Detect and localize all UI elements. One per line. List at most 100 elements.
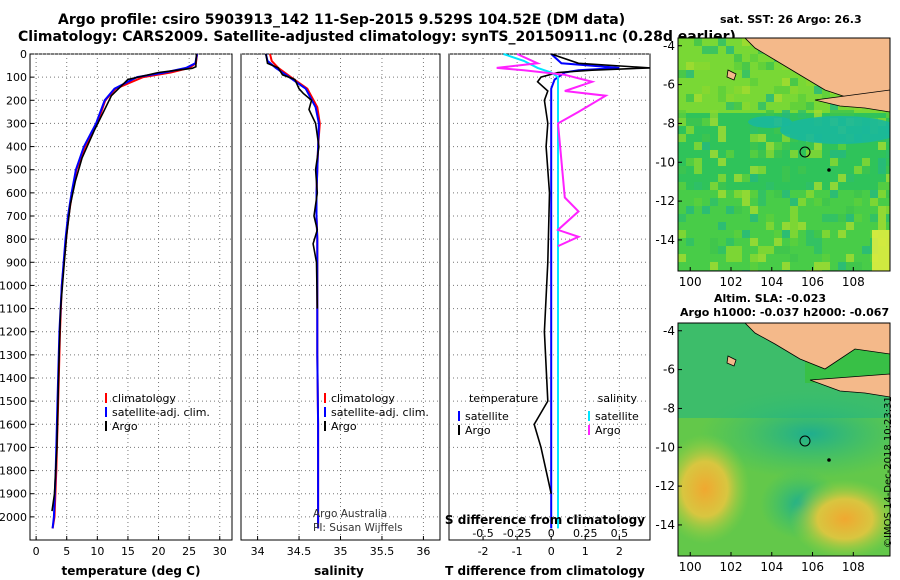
sst-cell: [758, 246, 766, 254]
sst-cell: [846, 254, 854, 262]
pi-label: PI: Susan Wijffels: [313, 522, 403, 534]
sst-cell: [750, 262, 758, 270]
sst-cell: [758, 190, 766, 198]
grid: [30, 53, 232, 540]
sst-cell: [790, 230, 798, 238]
sst-cell: [814, 182, 822, 190]
sst-cell: [718, 94, 726, 102]
sst-cell: [878, 158, 886, 166]
map-y-tick-label: -4: [663, 324, 675, 338]
temperature-chart: 0100200300400500600700800900100011001200…: [0, 48, 233, 578]
sst-cell: [814, 198, 822, 206]
sst-field: [678, 38, 890, 271]
sst-cell: [814, 230, 822, 238]
y-tick-label: 900: [6, 256, 27, 269]
sst-cell: [846, 214, 854, 222]
sst-cell: [734, 102, 742, 110]
sst-cell: [710, 110, 718, 118]
y-tick-label: 1800: [0, 465, 27, 478]
legend: temperaturesatelliteArgosalinitysatellit…: [458, 392, 639, 437]
y-tick-label: 400: [6, 141, 27, 154]
sst-cell: [886, 150, 890, 158]
x-tick-label: 2: [616, 545, 623, 558]
sst-cell: [718, 182, 726, 190]
legend-label: climatology: [331, 392, 395, 405]
sst-cell: [878, 182, 886, 190]
y-tick-label: 600: [6, 187, 27, 200]
sst-cell: [886, 190, 890, 198]
sst-cell: [798, 102, 806, 110]
title-line-2: Climatology: CARS2009. Satellite-adjuste…: [18, 29, 736, 45]
series-line-satellite-adj-clim-: [51, 53, 199, 529]
legend-label: Argo: [595, 424, 621, 437]
sst-cell: [718, 222, 726, 230]
difference-chart: -2 -1 0 1 2 -0.5 -0.25 0 0.25 0.5 S difference f…: [445, 53, 651, 578]
sst-cell: [758, 62, 766, 70]
sst-cell: [774, 94, 782, 102]
sst-cell: [766, 150, 774, 158]
series-line-climatology: [269, 53, 321, 529]
sst-cell: [862, 158, 870, 166]
x-tick-label: -2: [478, 545, 489, 558]
sst-cell: [742, 86, 750, 94]
sst-cell: [830, 214, 838, 222]
map-x-tick-label: 106: [801, 275, 824, 289]
x-tick-label: 36: [416, 545, 430, 558]
sst-cell: [774, 230, 782, 238]
series-line-satellite-adj-clim-: [264, 53, 320, 529]
series-line-t-argo: [533, 53, 651, 494]
s-tick-label: 0.5: [611, 527, 629, 540]
sst-cell: [782, 174, 790, 182]
sst-cell: [702, 86, 710, 94]
map-y-tick-label: -12: [655, 479, 675, 493]
sst-cell: [694, 142, 702, 150]
x-axis-label: salinity: [314, 564, 364, 578]
series-line-s-satellite: [503, 53, 559, 529]
sst-cell: [694, 158, 702, 166]
sst-cell: [782, 142, 790, 150]
sst-cell: [846, 110, 854, 118]
sst-cell: [830, 110, 838, 118]
sst-cell: [758, 102, 766, 110]
series-line-argo: [51, 53, 198, 512]
sst-cell: [774, 142, 782, 150]
cool-band: [780, 116, 890, 144]
sst-cell: [734, 190, 742, 198]
sst-cell: [846, 174, 854, 182]
x-tick-label: 25: [182, 545, 196, 558]
sst-cell: [798, 94, 806, 102]
sumatra-land: [744, 323, 890, 370]
sst-cell: [750, 150, 758, 158]
sst-cell: [886, 166, 890, 174]
sst-cell: [830, 102, 838, 110]
sst-cell: [814, 246, 822, 254]
sst-cell: [806, 238, 814, 246]
sst-cell: [758, 254, 766, 262]
sst-cell: [710, 150, 718, 158]
sst-cell: [686, 62, 694, 70]
sst-cell: [734, 206, 742, 214]
sst-cell: [854, 166, 862, 174]
sst-cell: [782, 190, 790, 198]
sst-cell: [782, 110, 790, 118]
x-axis-label: temperature (deg C): [62, 564, 201, 578]
sst-cell: [766, 94, 774, 102]
sst-cell: [814, 238, 822, 246]
sst-cell: [862, 246, 870, 254]
sst-cell: [878, 214, 886, 222]
sst-cell: [726, 150, 734, 158]
sst-cell: [774, 190, 782, 198]
sst-cell: [742, 70, 750, 78]
sst-cell: [854, 214, 862, 222]
sst-cell: [742, 174, 750, 182]
sst-cell: [798, 198, 806, 206]
sst-cell: [734, 86, 742, 94]
map-ticks: 100 102 104 106 108 -4 -6 -8 -10 -12 -14: [655, 324, 864, 574]
sst-cell: [702, 134, 710, 142]
map-x-tick-label: 104: [760, 275, 783, 289]
sst-cell: [814, 142, 822, 150]
sst-cell: [718, 86, 726, 94]
sst-cell: [886, 214, 890, 222]
sst-cell: [798, 166, 806, 174]
